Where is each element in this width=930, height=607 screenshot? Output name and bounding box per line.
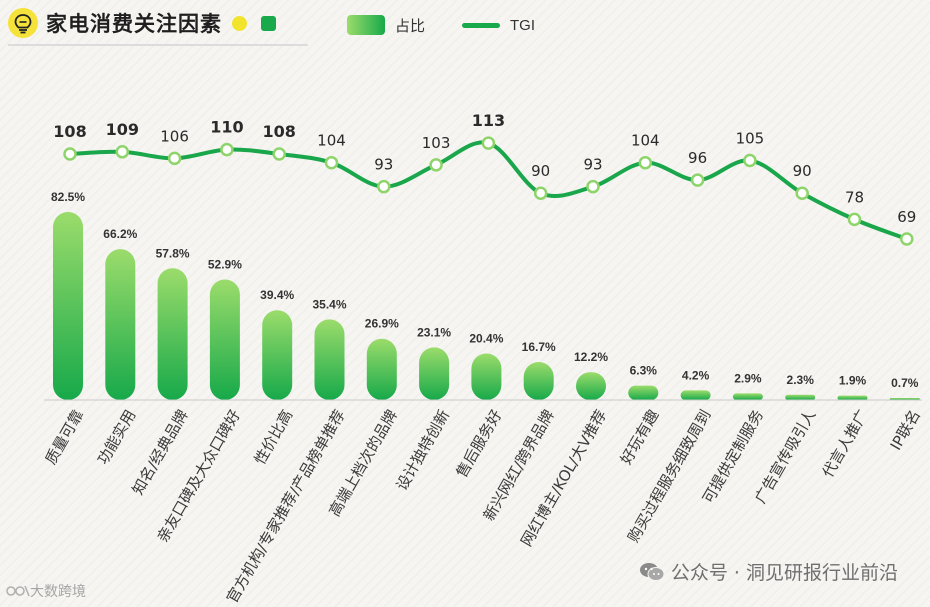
bar-8 (471, 353, 502, 400)
tgi-value-label-5: 104 (317, 132, 346, 150)
title-underline (8, 44, 308, 46)
wechat-icon (639, 562, 665, 581)
bar-12 (680, 390, 711, 400)
legend-bar-swatch (347, 15, 385, 35)
legend-bar-label: 占比 (395, 17, 426, 35)
bar-9 (523, 361, 554, 400)
tgi-point-7 (429, 158, 443, 172)
tgi-point-10 (586, 179, 600, 194)
tgi-value-label-7: 103 (422, 134, 451, 152)
tgi-point-16 (900, 232, 914, 246)
bar-13 (732, 393, 763, 400)
bar-value-label-9: 16.7% (522, 340, 556, 354)
chart-title: 家电消费关注因素 (46, 12, 222, 36)
x-tick-label-15: 代言人推广 (819, 407, 872, 481)
tgi-point-2 (167, 151, 182, 166)
tgi-point-5 (324, 155, 339, 170)
bar-value-label-14: 2.3% (787, 373, 815, 387)
bar-14 (785, 394, 816, 400)
bar-value-label-1: 66.2% (103, 227, 137, 241)
x-tick-label-2: 知名/经典品牌 (129, 407, 192, 498)
tgi-point-12 (690, 173, 705, 187)
legend-line-label: TGI (510, 16, 535, 34)
tgi-value-label-3: 110 (210, 118, 243, 137)
bar-value-label-11: 6.3% (630, 364, 658, 378)
tgi-value-label-1: 109 (106, 120, 139, 139)
bar-value-label-10: 12.2% (574, 350, 608, 364)
bar-2 (157, 268, 188, 400)
tgi-point-6 (377, 179, 391, 194)
tgi-value-label-15: 78 (845, 188, 864, 206)
tgi-line (68, 140, 909, 241)
x-tick-label-8: 售后服务好 (452, 407, 505, 481)
title-decoration-green-dot (261, 15, 276, 31)
bar-0 (53, 212, 83, 400)
bar-value-label-5: 35.4% (312, 297, 346, 311)
footer-left-brand: 大数跨境 (6, 581, 86, 601)
bar-6 (366, 338, 397, 400)
tgi-value-label-16: 69 (897, 208, 916, 226)
bar-7 (419, 347, 450, 400)
bar-value-label-0: 82.5% (51, 190, 85, 204)
x-tick-label-0: 质量可靠 (42, 407, 88, 468)
tgi-value-label-14: 90 (793, 162, 812, 180)
x-tick-label-4: 性价比高 (251, 407, 297, 468)
bar-15 (837, 395, 868, 400)
bar-10 (576, 372, 606, 400)
tgi-value-label-8: 113 (472, 111, 505, 130)
bar-3 (209, 279, 240, 400)
tgi-point-14 (795, 186, 809, 200)
x-tick-label-11: 好玩有趣 (617, 407, 663, 468)
tgi-value-label-12: 96 (688, 149, 707, 167)
tgi-point-11 (638, 155, 653, 170)
tgi-point-4 (272, 147, 286, 161)
x-tick-label-7: 设计独特创新 (393, 407, 454, 494)
bar-value-label-8: 20.4% (469, 332, 503, 346)
footer-left-text: 大数跨境 (30, 583, 86, 599)
bar-value-label-16: 0.7% (891, 376, 919, 390)
bar-value-label-12: 4.2% (682, 368, 710, 382)
lightbulb-logo-icon (8, 8, 38, 38)
tgi-value-label-10: 93 (583, 156, 602, 174)
legend-item-bar: 占比 (347, 12, 425, 38)
x-tick-label-16: IP联名 (887, 407, 924, 454)
bar-value-label-4: 39.4% (260, 288, 294, 302)
tgi-point-13 (743, 153, 757, 168)
bar-value-label-13: 2.9% (734, 371, 762, 385)
bar-value-label-6: 26.9% (365, 317, 399, 331)
legend-item-line: TGI (462, 12, 535, 38)
bar-value-label-7: 23.1% (417, 325, 451, 339)
x-tick-label-1: 功能实用 (94, 407, 140, 468)
tgi-value-label-11: 104 (631, 132, 660, 150)
chart-header: 家电消费关注因素 (8, 6, 276, 40)
tgi-point-0 (63, 147, 77, 161)
bar-value-label-3: 52.9% (208, 257, 242, 271)
legend-line-swatch (462, 22, 500, 28)
footer-right-text: 公众号 · 洞见研报行业前沿 (670, 562, 898, 584)
tgi-value-label-9: 90 (531, 162, 550, 180)
brand-glyph-icon (6, 585, 30, 597)
tgi-point-1 (115, 145, 130, 159)
tgi-value-label-6: 93 (374, 156, 393, 174)
tgi-value-label-13: 105 (736, 130, 765, 148)
title-decoration-yellow-dot (232, 15, 247, 31)
tgi-value-label-4: 108 (262, 122, 295, 141)
bar-1 (105, 249, 136, 400)
footer-right-brand: 公众号 · 洞见研报行业前沿 (639, 558, 898, 585)
bar-5 (314, 319, 345, 400)
tgi-point-9 (533, 186, 548, 200)
bar-value-label-2: 57.8% (156, 246, 190, 260)
tgi-value-label-0: 108 (53, 122, 86, 141)
bar-4 (262, 310, 293, 400)
bar-value-label-15: 1.9% (839, 374, 867, 388)
tgi-value-label-2: 106 (160, 127, 189, 145)
tgi-point-8 (481, 136, 496, 150)
tgi-point-15 (847, 212, 862, 227)
tgi-point-3 (220, 142, 234, 157)
bar-11 (628, 385, 659, 400)
